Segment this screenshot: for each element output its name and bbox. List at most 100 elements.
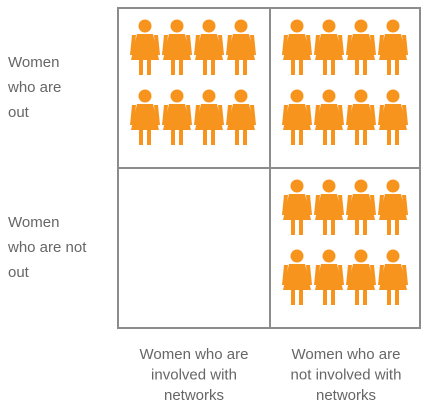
row-label: out (8, 264, 30, 281)
icon-head (234, 89, 248, 103)
icon-head (354, 89, 368, 103)
icon-leg (331, 290, 335, 305)
icon-arm (346, 35, 352, 55)
woman-icon (314, 179, 344, 235)
icon-arm (370, 35, 376, 55)
icon-leg (299, 60, 303, 75)
icon-leg (147, 60, 151, 75)
icon-arm (338, 105, 344, 125)
icon-arm (402, 195, 408, 215)
icon-leg (299, 130, 303, 145)
icon-head (386, 179, 400, 193)
woman-icon (314, 19, 344, 75)
column-label: involved with (151, 366, 237, 383)
icon-leg (291, 220, 295, 235)
icon-arm (346, 105, 352, 125)
icon-arm (282, 35, 288, 55)
icon-arm (370, 105, 376, 125)
woman-icon (162, 19, 192, 75)
woman-icon (162, 89, 192, 145)
icon-arm (162, 105, 168, 125)
column-label: Women who are (140, 346, 249, 363)
icon-leg (243, 60, 247, 75)
icon-head (322, 19, 336, 33)
icon-body (227, 104, 255, 130)
icon-body (315, 264, 343, 290)
icon-body (195, 104, 223, 130)
icon-leg (291, 130, 295, 145)
icon-leg (323, 60, 327, 75)
icon-arm (306, 105, 312, 125)
icon-head (322, 89, 336, 103)
icon-arm (154, 105, 160, 125)
woman-icon (282, 179, 312, 235)
icon-head (290, 179, 304, 193)
icon-arm (194, 35, 200, 55)
icon-head (386, 89, 400, 103)
woman-icon (346, 249, 376, 305)
icon-leg (355, 60, 359, 75)
icon-arm (338, 195, 344, 215)
icon-leg (179, 60, 183, 75)
icon-body (315, 194, 343, 220)
icon-leg (203, 130, 207, 145)
icon-leg (323, 290, 327, 305)
icon-arm (186, 105, 192, 125)
icon-arm (378, 195, 384, 215)
icon-head (202, 19, 216, 33)
woman-icon (226, 19, 256, 75)
icon-head (354, 19, 368, 33)
woman-icon (346, 89, 376, 145)
icon-leg (323, 130, 327, 145)
icon-body (163, 34, 191, 60)
icon-arm (314, 105, 320, 125)
woman-icon (282, 89, 312, 145)
icon-arm (338, 35, 344, 55)
icon-head (354, 249, 368, 263)
icon-leg (211, 60, 215, 75)
icon-leg (291, 60, 295, 75)
woman-icon (314, 249, 344, 305)
icon-leg (211, 130, 215, 145)
icon-arm (194, 105, 200, 125)
icon-arm (314, 265, 320, 285)
icon-head (322, 249, 336, 263)
icon-arm (154, 35, 160, 55)
icon-leg (395, 130, 399, 145)
icon-arm (338, 265, 344, 285)
column-label: networks (316, 387, 376, 404)
icon-body (131, 104, 159, 130)
icon-leg (331, 130, 335, 145)
icon-body (379, 34, 407, 60)
icon-body (227, 34, 255, 60)
icon-arm (306, 195, 312, 215)
icon-body (347, 194, 375, 220)
column-label: Women who are (292, 346, 401, 363)
column-label: not involved with (291, 366, 402, 383)
icon-head (386, 19, 400, 33)
icon-leg (331, 220, 335, 235)
icon-arm (346, 265, 352, 285)
icon-leg (171, 130, 175, 145)
woman-icon (378, 179, 408, 235)
icon-leg (139, 60, 143, 75)
icon-leg (323, 220, 327, 235)
icon-leg (299, 290, 303, 305)
icon-arm (130, 105, 136, 125)
icon-arm (226, 105, 232, 125)
icon-head (290, 249, 304, 263)
icon-head (170, 19, 184, 33)
icon-arm (378, 35, 384, 55)
icon-arm (346, 195, 352, 215)
woman-icon (378, 89, 408, 145)
woman-icon (378, 19, 408, 75)
icon-head (234, 19, 248, 33)
icon-body (347, 104, 375, 130)
icon-body (379, 194, 407, 220)
icon-leg (387, 290, 391, 305)
row-label: out (8, 104, 30, 121)
icon-arm (378, 265, 384, 285)
icon-leg (235, 60, 239, 75)
row-label: who are (7, 79, 61, 96)
icon-leg (363, 130, 367, 145)
